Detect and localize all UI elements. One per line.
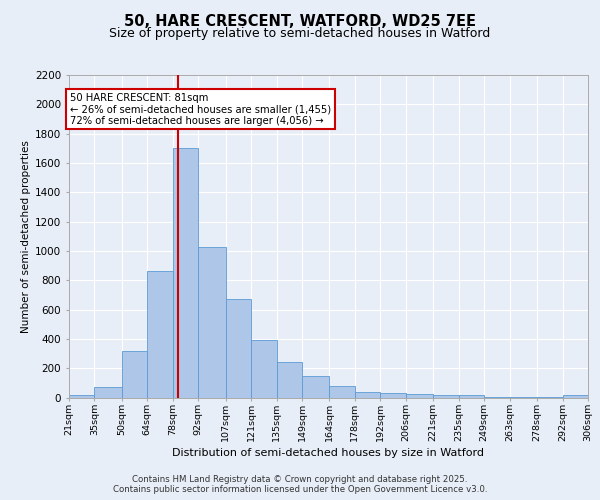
Bar [329, 386, 355, 398]
Bar [459, 396, 484, 398]
Bar [355, 392, 380, 398]
Y-axis label: Number of semi-detached properties: Number of semi-detached properties [21, 140, 31, 332]
Bar [251, 340, 277, 398]
Text: 50, HARE CRESCENT, WATFORD, WD25 7EE: 50, HARE CRESCENT, WATFORD, WD25 7EE [124, 14, 476, 29]
Bar [173, 148, 198, 398]
Bar [563, 396, 588, 398]
Bar [433, 394, 459, 398]
X-axis label: Distribution of semi-detached houses by size in Watford: Distribution of semi-detached houses by … [173, 448, 485, 458]
Text: 50 HARE CRESCENT: 81sqm
← 26% of semi-detached houses are smaller (1,455)
72% of: 50 HARE CRESCENT: 81sqm ← 26% of semi-de… [70, 92, 331, 126]
Text: Size of property relative to semi-detached houses in Watford: Size of property relative to semi-detach… [109, 28, 491, 40]
Bar [277, 362, 302, 398]
Bar [94, 386, 122, 398]
Text: Contains HM Land Registry data © Crown copyright and database right 2025.
Contai: Contains HM Land Registry data © Crown c… [113, 474, 487, 494]
Bar [148, 272, 173, 398]
Bar [69, 394, 94, 398]
Bar [484, 397, 509, 398]
Bar [226, 300, 251, 398]
Bar [122, 352, 148, 398]
Bar [302, 376, 329, 398]
Bar [198, 246, 226, 398]
Bar [406, 394, 433, 398]
Bar [380, 393, 406, 398]
